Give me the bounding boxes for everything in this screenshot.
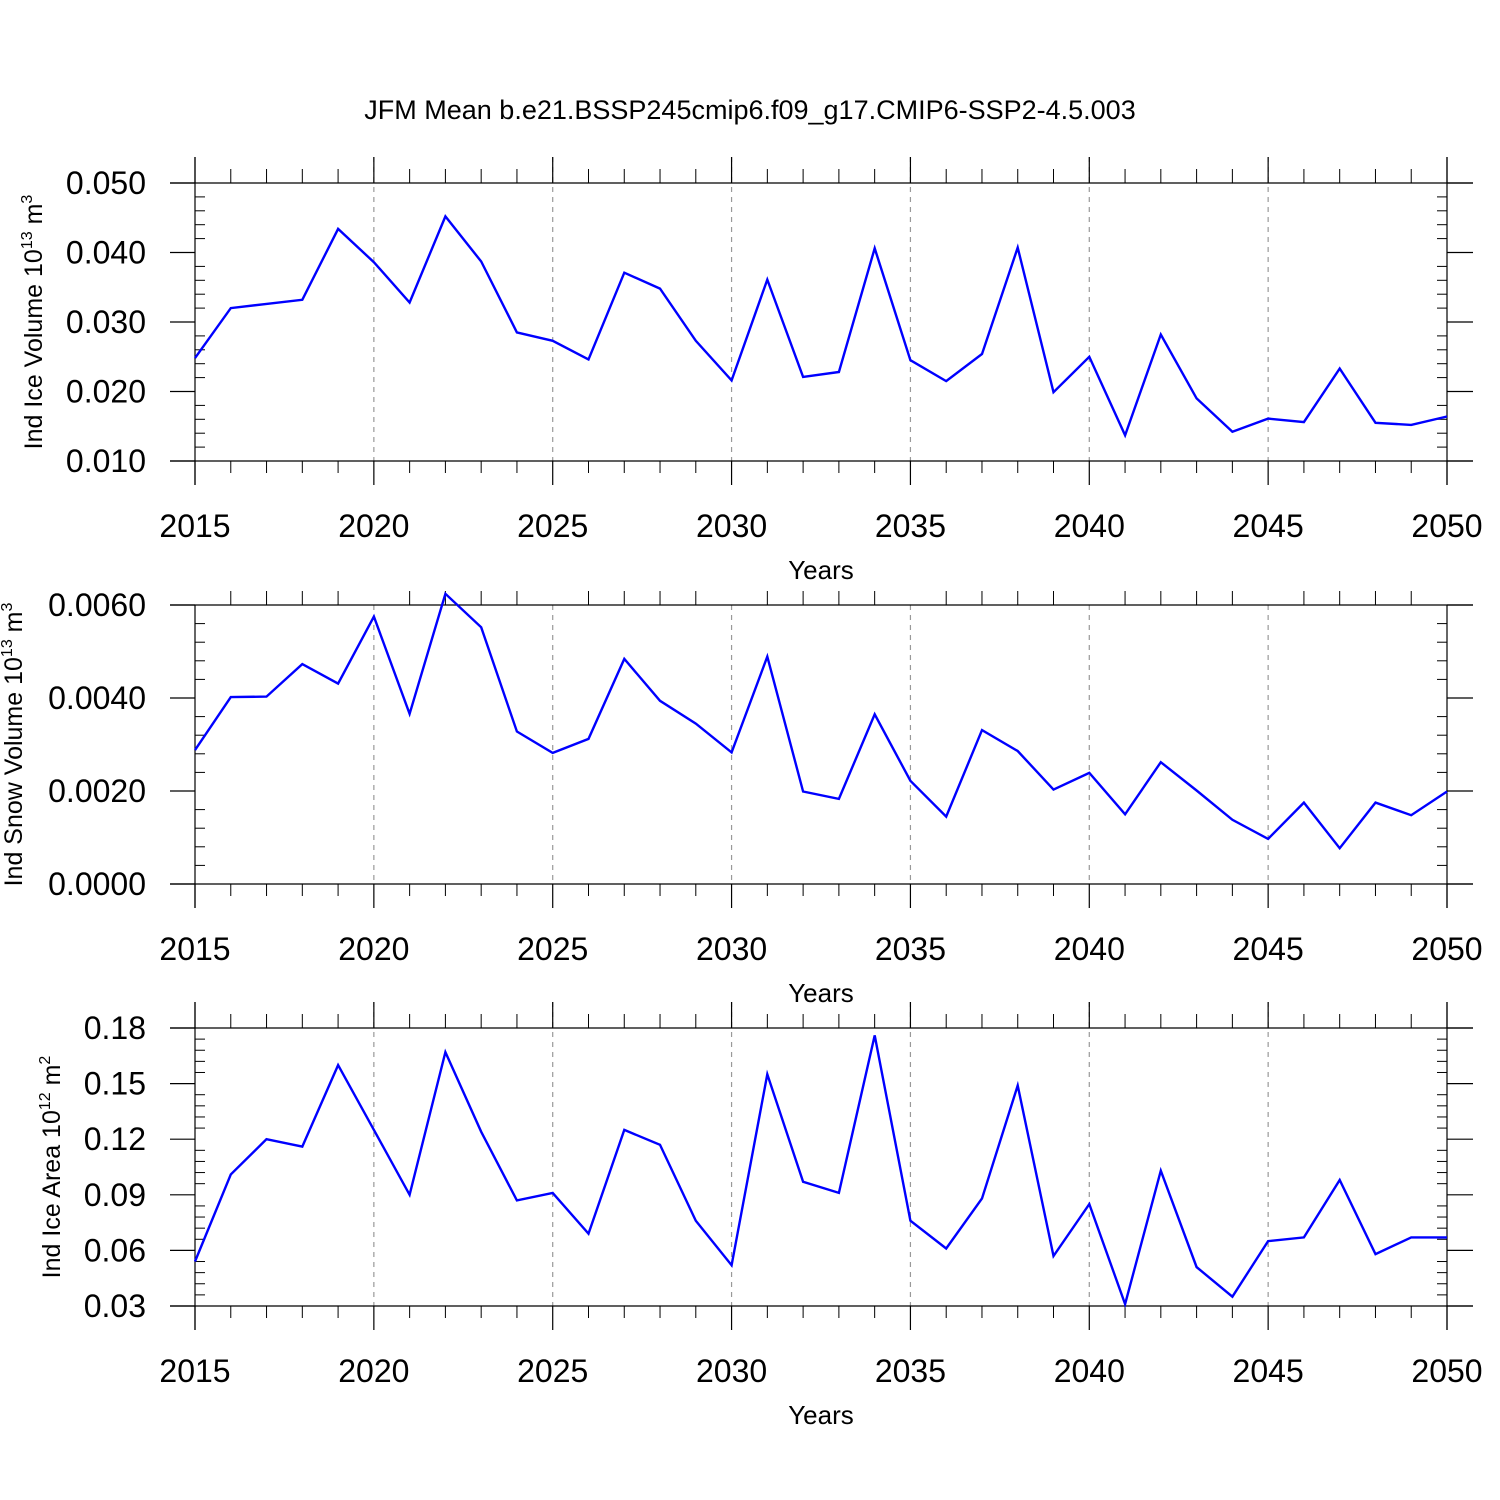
x-tick-label: 2015	[159, 508, 230, 544]
y-tick-label: 0.010	[66, 443, 146, 479]
x-tick-label: 2050	[1411, 1353, 1482, 1389]
x-tick-label: 2045	[1233, 1353, 1304, 1389]
x-tick-label: 2015	[159, 931, 230, 967]
x-tick-label: 2035	[875, 1353, 946, 1389]
chart-panel-1: 0.010 0.020 0.030 0.040 0.050 2015 2020 2025 203…	[19, 157, 1483, 585]
x-tick-label: 2035	[875, 508, 946, 544]
x-tick-label: 2030	[696, 931, 767, 967]
x-tick-label: 2020	[338, 1353, 409, 1389]
y-tick-label: 0.03	[84, 1288, 146, 1324]
y-tick-label: 0.06	[84, 1232, 146, 1268]
y-axis-label: Ind Snow Volume 1013 m3	[0, 603, 28, 887]
y-tick-label: 0.0020	[48, 773, 146, 809]
y-tick-label: 0.040	[66, 235, 146, 271]
x-tick-label: 2040	[1054, 508, 1125, 544]
figure-title: JFM Mean b.e21.BSSP245cmip6.f09_g17.CMIP…	[364, 95, 1135, 125]
y-tick-label: 0.12	[84, 1121, 146, 1157]
chart-panel-3: 0.03 0.06 0.09 0.12 0.15 0.18 2015 2020 2025 2030…	[37, 1002, 1483, 1430]
x-tick-label: 2045	[1233, 931, 1304, 967]
chart-panel-2: 0.0000 0.0020 0.0040 0.0060 2015 2020 2025 2030…	[0, 587, 1483, 1008]
x-tick-label: 2020	[338, 931, 409, 967]
x-tick-label: 2045	[1233, 508, 1304, 544]
x-tick-label: 2040	[1054, 1353, 1125, 1389]
x-axis-label: Years	[788, 1400, 854, 1430]
y-tick-label: 0.0060	[48, 587, 146, 623]
y-tick-label: 0.050	[66, 165, 146, 201]
x-axis-label: Years	[788, 555, 854, 585]
x-tick-label: 2015	[159, 1353, 230, 1389]
x-tick-label: 2040	[1054, 931, 1125, 967]
x-tick-label: 2035	[875, 931, 946, 967]
chart-panels: 0.010 0.020 0.030 0.040 0.050 2015 2020 2025 203…	[0, 157, 1483, 1430]
y-tick-label: 0.09	[84, 1177, 146, 1213]
y-tick-label: 0.020	[66, 374, 146, 410]
y-tick-label: 0.0040	[48, 680, 146, 716]
x-axis-label: Years	[788, 978, 854, 1008]
x-tick-label: 2025	[517, 508, 588, 544]
x-tick-label: 2025	[517, 931, 588, 967]
y-axis-label: Ind Ice Area 1012 m2	[37, 1056, 66, 1279]
y-tick-label: 0.18	[84, 1010, 146, 1046]
x-tick-label: 2030	[696, 1353, 767, 1389]
x-tick-label: 2025	[517, 1353, 588, 1389]
y-tick-label: 0.0000	[48, 866, 146, 902]
y-tick-label: 0.15	[84, 1066, 146, 1102]
series-line	[194, 591, 1448, 851]
x-tick-label: 2020	[338, 508, 409, 544]
x-tick-label: 2050	[1411, 508, 1482, 544]
y-tick-label: 0.030	[66, 304, 146, 340]
series-line	[194, 214, 1448, 439]
series-line	[193, 1035, 1447, 1309]
x-tick-label: 2030	[696, 508, 767, 544]
y-axis-label: Ind Ice Volume 1013 m3	[19, 195, 48, 450]
x-tick-label: 2050	[1411, 931, 1482, 967]
